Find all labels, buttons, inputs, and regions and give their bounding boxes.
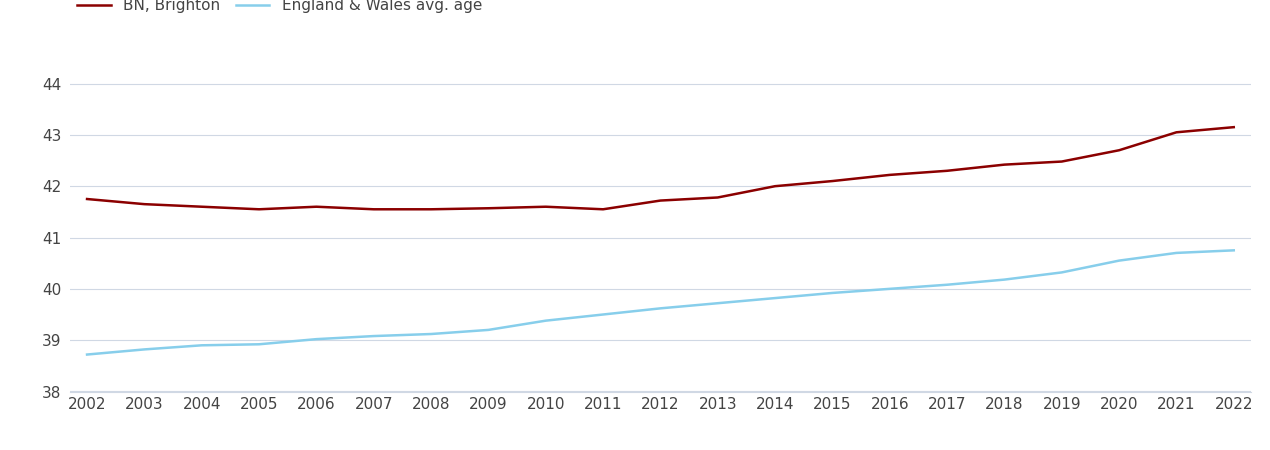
England & Wales avg. age	[137, 346, 152, 352]
BN, Brighton	[80, 196, 95, 202]
BN, Brighton	[1111, 148, 1126, 153]
England & Wales avg. age	[423, 331, 438, 337]
BN, Brighton	[940, 168, 955, 174]
BN, Brighton	[423, 207, 438, 212]
England & Wales avg. age	[1054, 270, 1069, 275]
BN, Brighton	[653, 198, 668, 203]
England & Wales avg. age	[251, 342, 267, 347]
BN, Brighton	[194, 204, 210, 209]
England & Wales avg. age	[80, 352, 95, 357]
BN, Brighton	[1226, 125, 1241, 130]
BN, Brighton	[538, 204, 554, 209]
England & Wales avg. age	[824, 290, 839, 296]
Line: England & Wales avg. age: England & Wales avg. age	[88, 250, 1233, 355]
England & Wales avg. age	[1111, 258, 1126, 263]
Line: BN, Brighton: BN, Brighton	[88, 127, 1233, 209]
BN, Brighton	[1168, 130, 1184, 135]
England & Wales avg. age	[481, 327, 497, 333]
BN, Brighton	[767, 184, 782, 189]
England & Wales avg. age	[194, 342, 210, 348]
England & Wales avg. age	[940, 282, 955, 288]
BN, Brighton	[710, 195, 725, 200]
England & Wales avg. age	[767, 295, 782, 301]
BN, Brighton	[883, 172, 898, 178]
England & Wales avg. age	[1168, 250, 1184, 256]
BN, Brighton	[1054, 159, 1069, 164]
England & Wales avg. age	[997, 277, 1012, 282]
BN, Brighton	[596, 207, 611, 212]
England & Wales avg. age	[1226, 248, 1241, 253]
England & Wales avg. age	[309, 337, 324, 342]
England & Wales avg. age	[710, 301, 725, 306]
England & Wales avg. age	[653, 306, 668, 311]
England & Wales avg. age	[538, 318, 554, 324]
BN, Brighton	[481, 206, 497, 211]
BN, Brighton	[366, 207, 381, 212]
England & Wales avg. age	[366, 333, 381, 339]
BN, Brighton	[137, 202, 152, 207]
BN, Brighton	[997, 162, 1012, 167]
England & Wales avg. age	[596, 312, 611, 317]
Legend: BN, Brighton, England & Wales avg. age: BN, Brighton, England & Wales avg. age	[77, 0, 481, 14]
BN, Brighton	[309, 204, 324, 209]
England & Wales avg. age	[883, 286, 898, 292]
BN, Brighton	[251, 207, 267, 212]
BN, Brighton	[824, 178, 839, 184]
